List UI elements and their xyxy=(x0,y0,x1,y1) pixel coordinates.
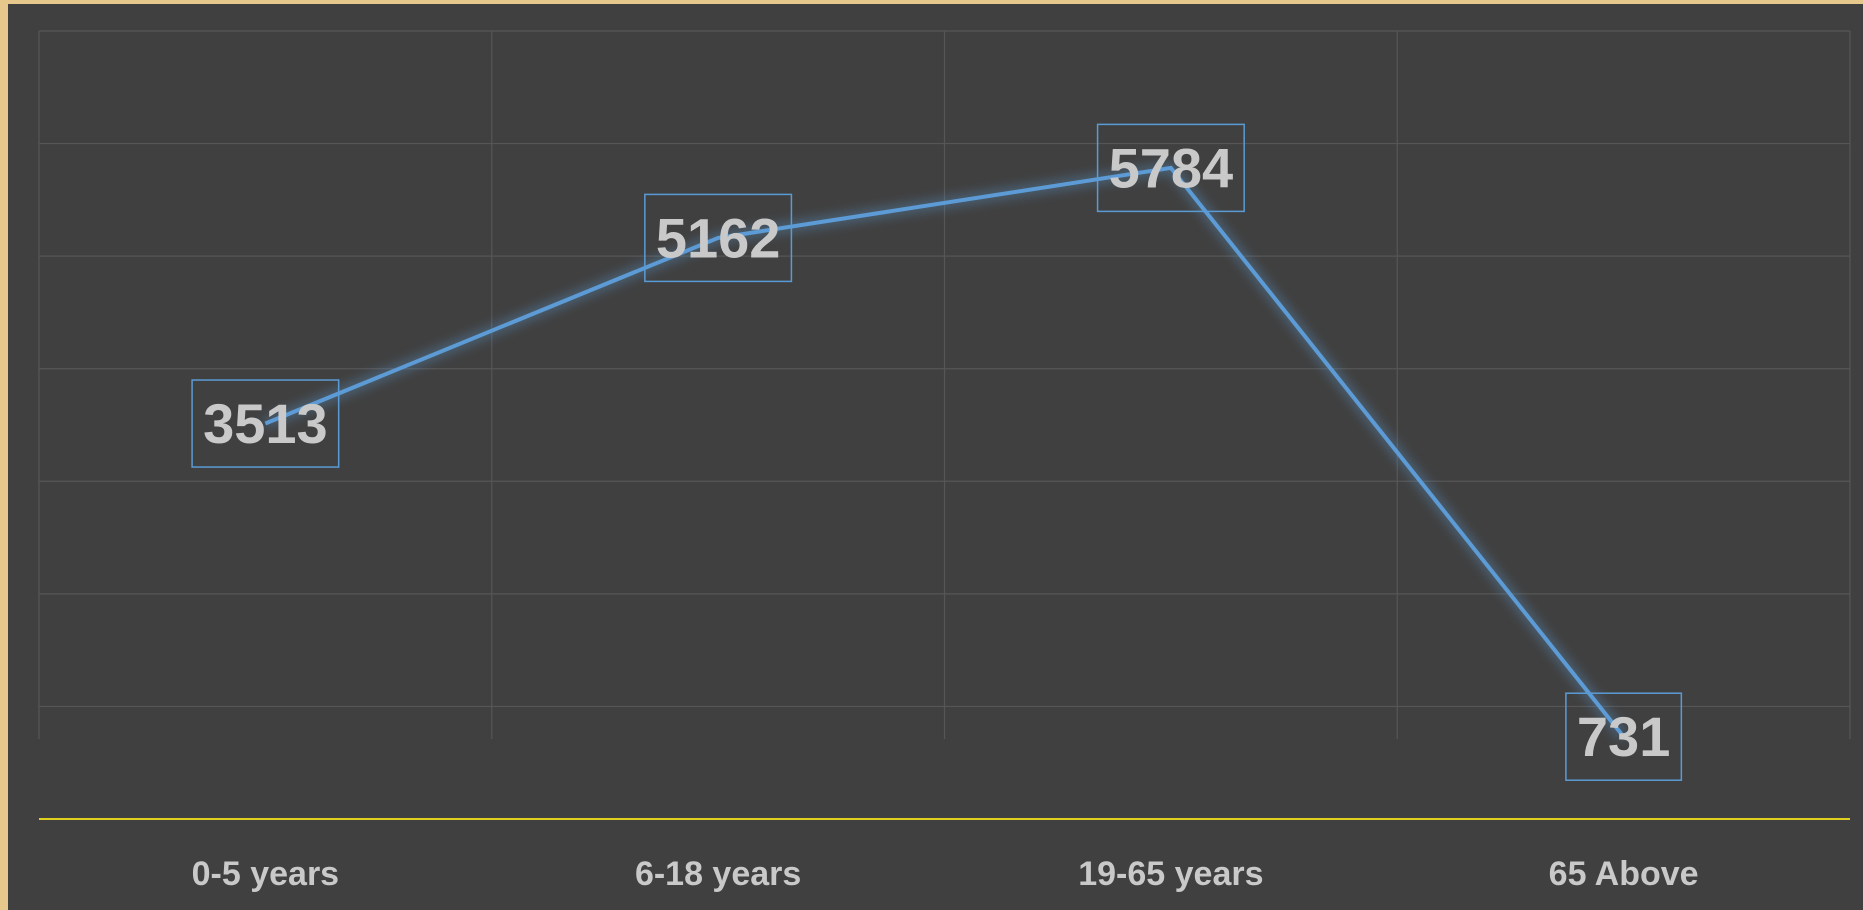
line-series xyxy=(264,165,1626,738)
x-tick-label: 6-18 years xyxy=(635,855,801,893)
data-label: 5162 xyxy=(656,206,781,269)
data-label-box xyxy=(1565,692,1683,781)
chart-background xyxy=(8,4,1863,910)
data-label-box xyxy=(644,193,793,283)
data-label: 3513 xyxy=(203,392,328,455)
x-tick-label: 65 Above xyxy=(1549,855,1699,893)
data-label: 5784 xyxy=(1109,136,1234,199)
x-tick-label: 19-65 years xyxy=(1078,855,1263,893)
data-label-box xyxy=(191,379,340,468)
x-tick-label: 0-5 years xyxy=(192,855,339,893)
data-label-box xyxy=(1096,123,1245,213)
data-label: 731 xyxy=(1577,705,1670,768)
